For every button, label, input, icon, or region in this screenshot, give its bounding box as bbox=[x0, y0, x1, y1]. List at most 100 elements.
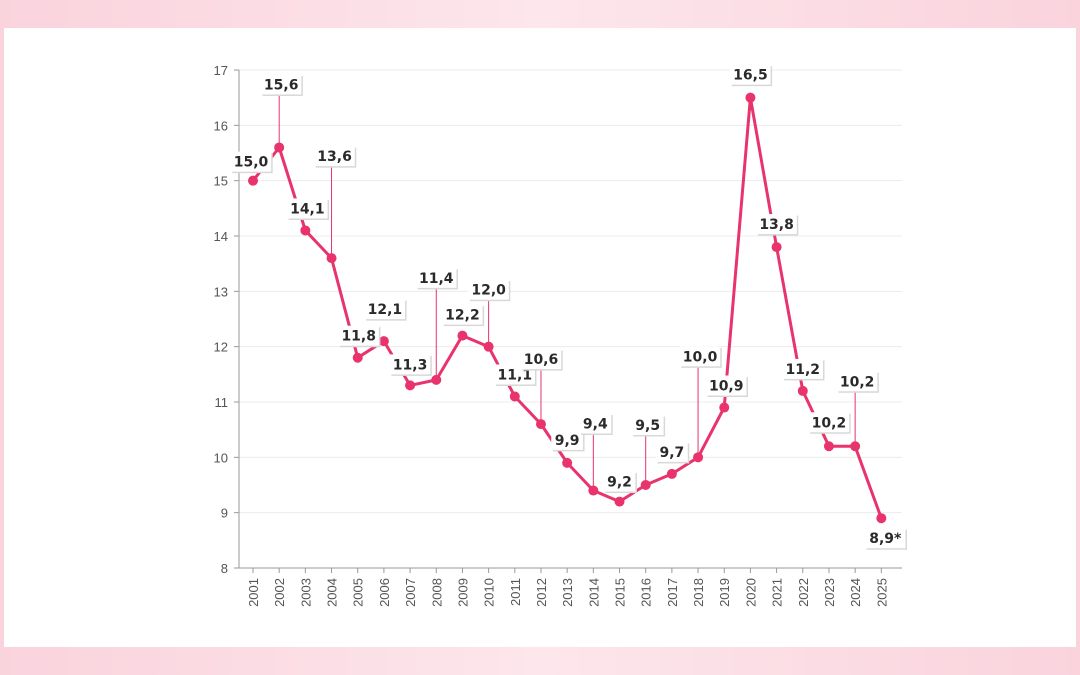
y-tick-label: 12 bbox=[214, 340, 228, 355]
data-label: 12,2 bbox=[445, 308, 480, 324]
data-label-box bbox=[808, 412, 850, 433]
data-label-box bbox=[442, 304, 483, 325]
data-label: 9,7 bbox=[659, 445, 684, 461]
data-label: 10,2 bbox=[812, 415, 847, 431]
data-points bbox=[248, 92, 887, 524]
data-label-box bbox=[679, 346, 721, 367]
axes bbox=[234, 69, 902, 573]
data-label-box bbox=[314, 146, 355, 167]
y-tick-label: 14 bbox=[214, 229, 228, 244]
data-point bbox=[614, 496, 625, 507]
data-label-box bbox=[287, 198, 328, 219]
data-label: 8,9* bbox=[869, 531, 902, 547]
data-label-box bbox=[551, 429, 584, 450]
x-tick-label: 2015 bbox=[613, 578, 628, 607]
data-label-box bbox=[468, 279, 509, 300]
data-point bbox=[326, 253, 337, 264]
data-label: 10,0 bbox=[683, 349, 718, 365]
data-label: 15,0 bbox=[234, 155, 269, 171]
data-point bbox=[483, 341, 494, 352]
x-tick-label: 2006 bbox=[377, 578, 392, 607]
data-label: 10,2 bbox=[840, 374, 875, 390]
data-point bbox=[431, 374, 442, 385]
data-point bbox=[823, 441, 834, 452]
x-tick-label: 2017 bbox=[665, 578, 680, 607]
data-point bbox=[509, 391, 520, 402]
x-tick-label: 2016 bbox=[639, 578, 654, 607]
x-tick-label: 2002 bbox=[272, 578, 287, 607]
x-tick-label: 2020 bbox=[743, 578, 758, 607]
x-tick-label: 2014 bbox=[586, 578, 601, 607]
data-point bbox=[797, 385, 808, 396]
x-tick-label: 2003 bbox=[298, 578, 313, 607]
x-tick-label: 2011 bbox=[508, 578, 523, 606]
data-label-box bbox=[416, 267, 457, 288]
data-label-box bbox=[631, 415, 664, 435]
x-tick-label: 2007 bbox=[403, 578, 418, 607]
y-tick-label: 13 bbox=[214, 284, 228, 299]
y-tick-label: 15 bbox=[214, 174, 228, 189]
data-label: 12,1 bbox=[368, 302, 403, 318]
data-label: 9,5 bbox=[635, 418, 660, 434]
data-label: 15,6 bbox=[264, 77, 299, 93]
data-point bbox=[535, 419, 546, 430]
data-label-box bbox=[603, 471, 636, 492]
data-label-box bbox=[782, 358, 823, 379]
data-point bbox=[876, 513, 887, 524]
x-tick-label: 2025 bbox=[874, 578, 889, 607]
data-point bbox=[640, 480, 651, 490]
data-label: 9,2 bbox=[607, 475, 632, 491]
y-tick-label: 8 bbox=[221, 561, 228, 576]
data-label: 9,9 bbox=[555, 433, 580, 449]
data-label: 11,3 bbox=[393, 357, 428, 373]
x-tick-label: 2008 bbox=[429, 578, 444, 607]
data-label-box bbox=[230, 151, 272, 172]
x-tick-label: 2024 bbox=[848, 578, 863, 607]
x-tick-label: 2019 bbox=[717, 578, 732, 607]
data-label: 16,5 bbox=[733, 68, 768, 84]
x-tick-label: 2023 bbox=[822, 578, 837, 607]
data-point bbox=[719, 402, 730, 413]
data-point bbox=[850, 441, 861, 452]
data-label: 11,4 bbox=[419, 271, 454, 287]
data-point bbox=[274, 142, 285, 153]
data-point bbox=[562, 457, 573, 468]
x-tick-label: 2009 bbox=[455, 578, 470, 607]
data-label: 11,2 bbox=[786, 362, 821, 378]
data-point bbox=[405, 380, 416, 391]
data-point bbox=[771, 242, 782, 253]
data-labels: 15,0 15,6 14,1 13,6 11,8 12,1 11,3 11,4 12,2 12,0… bbox=[230, 64, 908, 550]
data-label: 13,8 bbox=[759, 217, 794, 233]
data-label: 10,6 bbox=[524, 352, 559, 368]
data-label-box bbox=[706, 375, 747, 396]
y-tick-label: 17 bbox=[214, 63, 228, 78]
x-tick-label: 2022 bbox=[796, 578, 811, 607]
data-label-box bbox=[579, 413, 612, 434]
data-label: 10,9 bbox=[709, 379, 744, 395]
x-tick-label: 2004 bbox=[325, 578, 340, 607]
data-label: 11,8 bbox=[341, 329, 376, 345]
data-label-box bbox=[520, 349, 562, 370]
data-point bbox=[352, 352, 363, 363]
data-label-box bbox=[836, 371, 878, 392]
data-label-box bbox=[389, 354, 431, 375]
data-label-box bbox=[865, 528, 906, 549]
data-label: 13,6 bbox=[317, 149, 352, 165]
x-tick-label: 2010 bbox=[482, 578, 497, 607]
y-tick-label: 11 bbox=[215, 395, 229, 410]
y-tick-labels: 8 9 10 11 12 13 14 15 16 17 bbox=[214, 63, 228, 576]
x-tick-label: 2012 bbox=[534, 578, 549, 607]
data-point bbox=[745, 92, 756, 103]
data-point bbox=[588, 485, 599, 496]
line-chart: 15,0 15,6 14,1 13,6 11,8 12,1 11,3 11,4 12,2 12,0… bbox=[214, 63, 908, 607]
data-point bbox=[457, 330, 468, 341]
data-label-box bbox=[364, 299, 406, 320]
y-tick-label: 16 bbox=[214, 118, 228, 133]
data-point bbox=[693, 452, 704, 463]
x-tick-label: 2013 bbox=[560, 578, 575, 607]
x-tick-label: 2018 bbox=[691, 578, 706, 607]
data-point bbox=[300, 225, 311, 236]
data-label-box bbox=[655, 441, 688, 462]
y-tick-label: 9 bbox=[221, 506, 228, 521]
x-tick-label: 2021 bbox=[770, 578, 785, 607]
